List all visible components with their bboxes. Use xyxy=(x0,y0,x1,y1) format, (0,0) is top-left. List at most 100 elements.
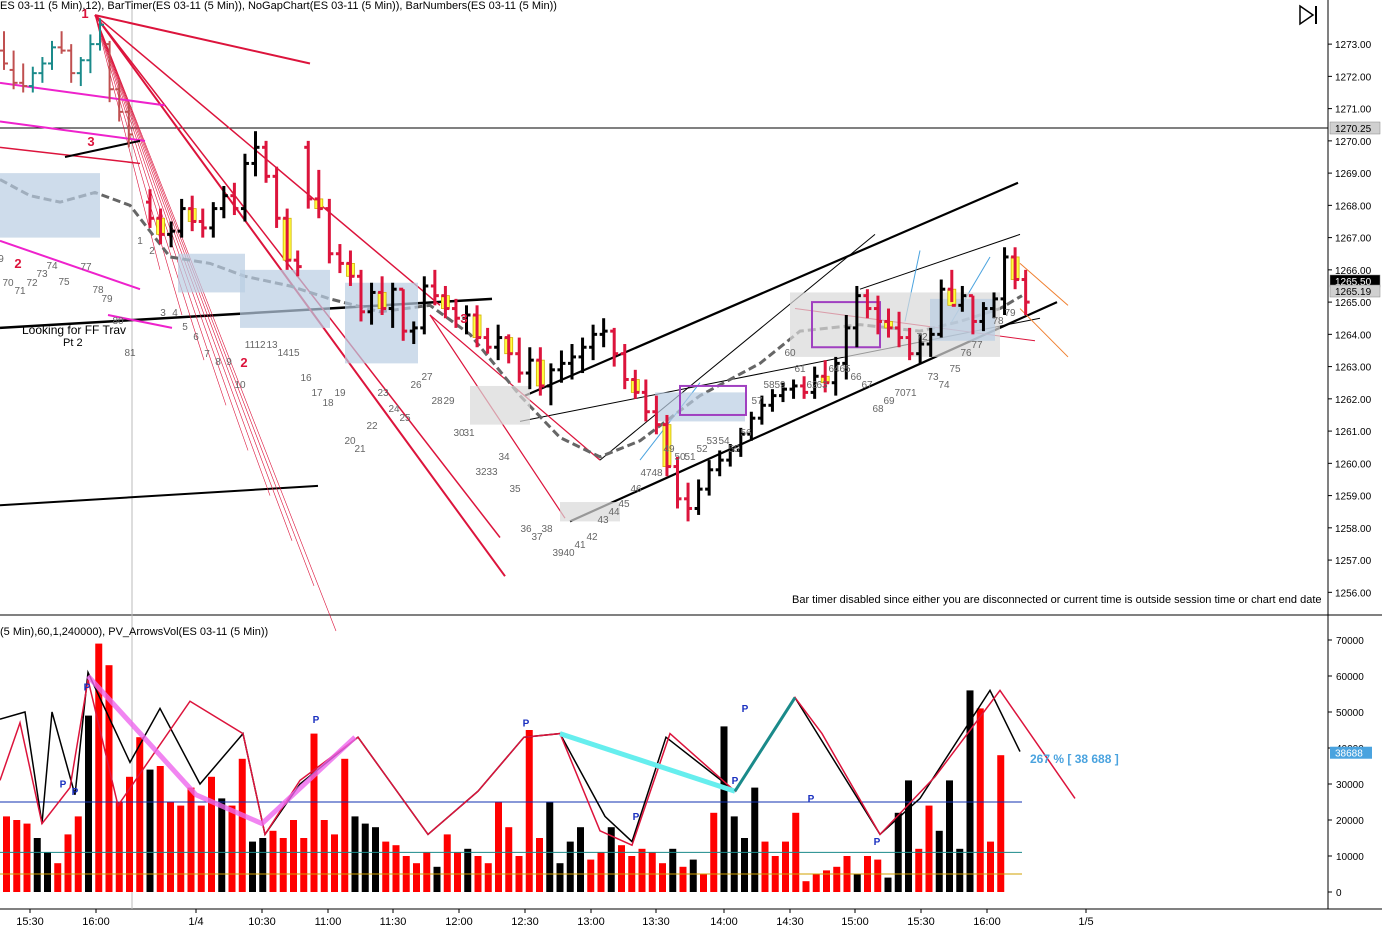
price-tag: 1270.25 xyxy=(1335,124,1372,135)
bar-number: 73 xyxy=(36,269,48,280)
bar-number: 15 xyxy=(288,348,300,359)
volume-tick-label: 20000 xyxy=(1336,816,1364,827)
time-tick-label: 16:00 xyxy=(973,916,1001,928)
price-bar xyxy=(630,369,640,399)
price-bar xyxy=(652,395,661,435)
bar-number: 76 xyxy=(960,348,972,359)
price-bar xyxy=(726,443,735,467)
price-bar xyxy=(293,250,302,277)
swing-label: 2 xyxy=(240,355,247,370)
volume-bar xyxy=(966,690,974,892)
volume-tag: 38688 xyxy=(1335,749,1363,760)
price-tick-label: 1264.00 xyxy=(1335,330,1372,341)
price-bar xyxy=(810,366,819,399)
volume-bar xyxy=(85,715,92,892)
volume-bar xyxy=(976,708,984,892)
price-bar xyxy=(968,294,977,335)
price-tick-label: 1263.00 xyxy=(1335,363,1372,374)
price-bar xyxy=(367,282,376,325)
price-tick-label: 1269.00 xyxy=(1335,169,1372,180)
bar-number: 52 xyxy=(696,444,708,455)
bar-number: 54 xyxy=(718,436,730,447)
volume-bar xyxy=(3,816,10,892)
bar-number: 53 xyxy=(706,436,718,447)
volume-bar xyxy=(505,827,513,892)
volume-bar xyxy=(167,802,174,892)
price-tick-label: 1256.00 xyxy=(1335,588,1372,599)
time-tick-label: 1/5 xyxy=(1078,916,1093,928)
projection-line xyxy=(1019,308,1069,358)
consolidation-box xyxy=(178,253,245,293)
volume-bar xyxy=(566,841,574,892)
price-bar xyxy=(863,289,872,319)
price-bar xyxy=(146,189,154,228)
volume-bar xyxy=(156,766,164,892)
volume-bar xyxy=(935,830,943,892)
bar-number: 78 xyxy=(992,316,1004,327)
scroll-to-end-icon[interactable] xyxy=(1297,4,1321,26)
volume-tick-label: 10000 xyxy=(1336,852,1364,863)
price-bar xyxy=(28,66,37,93)
volume-bar xyxy=(423,852,431,892)
price-bar xyxy=(947,269,957,307)
price-bar xyxy=(895,311,904,348)
price-bar xyxy=(641,379,650,422)
price-bar xyxy=(230,182,239,216)
bar-number: 41 xyxy=(574,540,586,551)
bar-number: 61 xyxy=(794,364,806,375)
volume-bar xyxy=(351,816,359,892)
swing-label: 1 xyxy=(81,6,88,21)
price-tag: 1265.50 xyxy=(1335,277,1372,288)
price-bar xyxy=(937,279,946,338)
volume-bar xyxy=(208,776,215,892)
bar-number: 25 xyxy=(399,413,411,424)
price-bar xyxy=(388,282,397,328)
volume-bar xyxy=(915,848,923,892)
price-bar xyxy=(694,479,703,515)
volume-bar xyxy=(320,820,328,892)
price-bar xyxy=(57,31,66,54)
bar-number: 10 xyxy=(234,380,246,391)
time-tick-label: 15:30 xyxy=(907,916,935,928)
consolidation-box xyxy=(655,392,745,422)
bar-number: 46 xyxy=(630,484,642,495)
fan-line-thin xyxy=(94,15,183,316)
bar-number: 62 xyxy=(806,380,818,391)
price-bar xyxy=(662,414,672,477)
consolidation-box xyxy=(240,269,330,328)
volume-bar xyxy=(392,845,400,892)
bar-number: 26 xyxy=(410,380,422,391)
volume-bar xyxy=(331,834,338,892)
volume-bar xyxy=(679,866,687,892)
bar-number: 4 xyxy=(172,308,178,319)
volume-bar xyxy=(187,787,195,892)
bar-number: 17 xyxy=(311,388,323,399)
volume-bar xyxy=(44,852,51,892)
bar-timer-notice: Bar timer disabled since either you are … xyxy=(792,594,1322,606)
volume-bar xyxy=(454,852,461,892)
price-bar xyxy=(451,298,460,328)
bar-number: 3 xyxy=(160,308,166,319)
bar-number: 56 xyxy=(740,428,752,439)
price-tick-label: 1268.00 xyxy=(1335,201,1372,212)
price-bar xyxy=(251,131,260,177)
swing-label: 2 xyxy=(14,256,21,271)
price-bar xyxy=(409,321,418,345)
price-bar xyxy=(789,379,798,399)
volume-tick-label: 30000 xyxy=(1336,780,1364,791)
price-bar xyxy=(831,356,840,396)
volume-bar xyxy=(556,863,564,892)
price-tick-label: 1265.00 xyxy=(1335,298,1372,309)
bar-number: 79 xyxy=(101,294,113,305)
volume-bar xyxy=(259,838,267,892)
bar-number: 47 xyxy=(640,468,652,479)
price-bar xyxy=(916,334,925,364)
volume-bar xyxy=(546,802,554,892)
price-tick-label: 1273.00 xyxy=(1335,40,1372,51)
volume-bar xyxy=(484,863,492,892)
trendline-thin xyxy=(859,233,1021,290)
annotation-text-2: Pt 2 xyxy=(63,337,83,349)
